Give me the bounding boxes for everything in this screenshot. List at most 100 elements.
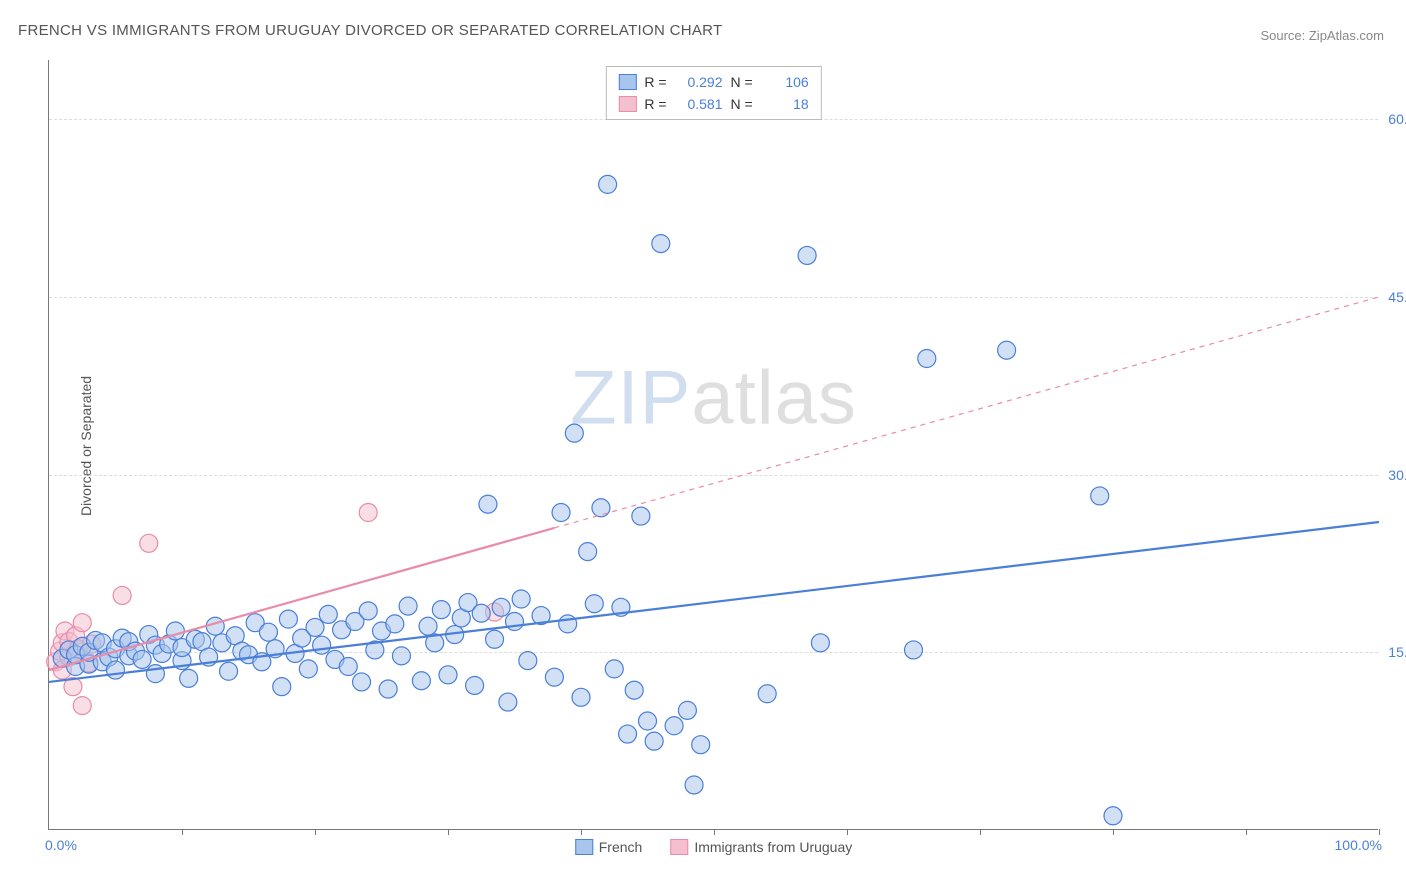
scatter-point-french <box>379 680 397 698</box>
legend-item-uruguay: Immigrants from Uruguay <box>670 839 852 855</box>
x-axis-max-label: 100.0% <box>1335 837 1382 853</box>
x-tick <box>448 829 449 835</box>
scatter-point-french <box>439 666 457 684</box>
scatter-point-french <box>319 605 337 623</box>
r-label: R = <box>644 71 666 93</box>
x-axis-min-label: 0.0% <box>45 837 77 853</box>
scatter-point-french <box>918 350 936 368</box>
scatter-point-french <box>592 499 610 517</box>
n-label: N = <box>731 71 753 93</box>
r-value-french: 0.292 <box>675 71 723 93</box>
stats-row-french: R = 0.292 N = 106 <box>618 71 808 93</box>
scatter-point-uruguay <box>359 504 377 522</box>
scatter-point-uruguay <box>113 586 131 604</box>
scatter-point-french <box>133 650 151 668</box>
scatter-point-french <box>685 776 703 794</box>
scatter-point-french <box>585 595 603 613</box>
n-value-uruguay: 18 <box>761 93 809 115</box>
scatter-point-french <box>359 602 377 620</box>
y-tick-label: 15.0% <box>1382 644 1406 660</box>
scatter-point-french <box>552 504 570 522</box>
scatter-point-french <box>652 235 670 253</box>
scatter-point-french <box>299 660 317 678</box>
scatter-point-french <box>998 341 1016 359</box>
scatter-point-french <box>572 688 590 706</box>
x-tick <box>182 829 183 835</box>
scatter-point-french <box>273 678 291 696</box>
stats-legend: R = 0.292 N = 106 R = 0.581 N = 18 <box>605 66 821 120</box>
series-legend: French Immigrants from Uruguay <box>575 839 853 855</box>
source-attribution: Source: ZipAtlas.com <box>1260 28 1384 43</box>
swatch-french <box>618 74 636 90</box>
x-tick <box>1379 829 1380 835</box>
scatter-point-french <box>565 424 583 442</box>
scatter-point-uruguay <box>140 534 158 552</box>
trendline-uruguay-extrapolated <box>554 297 1379 528</box>
chart-canvas <box>49 60 1378 829</box>
scatter-point-french <box>392 647 410 665</box>
scatter-point-french <box>678 701 696 719</box>
swatch-french <box>575 839 593 855</box>
scatter-point-french <box>811 634 829 652</box>
scatter-point-french <box>339 658 357 676</box>
swatch-uruguay <box>670 839 688 855</box>
trendline-french <box>49 522 1379 682</box>
scatter-point-french <box>206 617 224 635</box>
scatter-point-french <box>665 717 683 735</box>
y-tick-label: 45.0% <box>1382 289 1406 305</box>
x-tick <box>847 829 848 835</box>
scatter-point-french <box>259 623 277 641</box>
scatter-point-french <box>905 641 923 659</box>
scatter-point-french <box>479 495 497 513</box>
scatter-point-french <box>399 597 417 615</box>
y-tick-label: 60.0% <box>1382 111 1406 127</box>
scatter-point-french <box>519 652 537 670</box>
source-link[interactable]: ZipAtlas.com <box>1309 28 1384 43</box>
scatter-point-french <box>432 601 450 619</box>
scatter-point-french <box>466 676 484 694</box>
scatter-point-french <box>625 681 643 699</box>
scatter-point-french <box>492 598 510 616</box>
source-prefix: Source: <box>1260 28 1308 43</box>
scatter-point-french <box>107 661 125 679</box>
scatter-point-french <box>180 669 198 687</box>
scatter-point-french <box>486 630 504 648</box>
scatter-point-french <box>798 246 816 264</box>
scatter-point-french <box>545 668 563 686</box>
r-label: R = <box>644 93 666 115</box>
x-tick <box>714 829 715 835</box>
x-tick <box>315 829 316 835</box>
scatter-point-french <box>306 618 324 636</box>
chart-title: FRENCH VS IMMIGRANTS FROM URUGUAY DIVORC… <box>18 22 722 39</box>
plot-area: 15.0%30.0%45.0%60.0% ZIPatlas R = 0.292 … <box>48 60 1378 830</box>
scatter-point-uruguay <box>73 614 91 632</box>
scatter-point-french <box>579 543 597 561</box>
scatter-point-french <box>692 736 710 754</box>
swatch-uruguay <box>618 96 636 112</box>
scatter-point-french <box>353 673 371 691</box>
r-value-uruguay: 0.581 <box>675 93 723 115</box>
scatter-point-french <box>599 175 617 193</box>
scatter-point-french <box>645 732 663 750</box>
scatter-point-french <box>279 610 297 628</box>
stats-row-uruguay: R = 0.581 N = 18 <box>618 93 808 115</box>
scatter-point-french <box>1091 487 1109 505</box>
scatter-point-french <box>559 615 577 633</box>
x-tick <box>980 829 981 835</box>
legend-label-uruguay: Immigrants from Uruguay <box>694 839 852 855</box>
scatter-point-french <box>632 507 650 525</box>
scatter-point-french <box>472 604 490 622</box>
scatter-point-french <box>220 662 238 680</box>
legend-label-french: French <box>599 839 643 855</box>
scatter-point-french <box>419 617 437 635</box>
scatter-point-french <box>758 685 776 703</box>
scatter-point-french <box>619 725 637 743</box>
scatter-point-french <box>313 636 331 654</box>
x-tick <box>1113 829 1114 835</box>
scatter-point-french <box>639 712 657 730</box>
scatter-point-french <box>1104 807 1122 825</box>
scatter-point-french <box>512 590 530 608</box>
scatter-point-french <box>412 672 430 690</box>
x-tick <box>1246 829 1247 835</box>
n-label: N = <box>731 93 753 115</box>
